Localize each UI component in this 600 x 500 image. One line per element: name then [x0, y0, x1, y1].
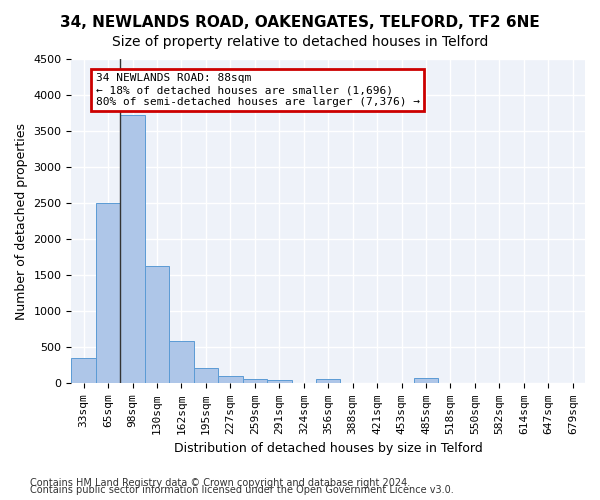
Bar — [121, 115, 145, 384]
Bar — [71, 358, 96, 384]
Text: Contains HM Land Registry data © Crown copyright and database right 2024.: Contains HM Land Registry data © Crown c… — [30, 478, 410, 488]
Bar — [316, 379, 340, 384]
Bar — [218, 376, 242, 384]
Bar — [145, 266, 169, 384]
Y-axis label: Number of detached properties: Number of detached properties — [15, 122, 28, 320]
Text: Size of property relative to detached houses in Telford: Size of property relative to detached ho… — [112, 35, 488, 49]
Bar — [267, 380, 292, 384]
Text: Contains public sector information licensed under the Open Government Licence v3: Contains public sector information licen… — [30, 485, 454, 495]
Text: 34 NEWLANDS ROAD: 88sqm
← 18% of detached houses are smaller (1,696)
80% of semi: 34 NEWLANDS ROAD: 88sqm ← 18% of detache… — [96, 74, 420, 106]
Bar — [96, 203, 121, 384]
Bar — [242, 379, 267, 384]
X-axis label: Distribution of detached houses by size in Telford: Distribution of detached houses by size … — [174, 442, 482, 455]
Text: 34, NEWLANDS ROAD, OAKENGATES, TELFORD, TF2 6NE: 34, NEWLANDS ROAD, OAKENGATES, TELFORD, … — [60, 15, 540, 30]
Bar — [194, 368, 218, 384]
Bar — [169, 341, 194, 384]
Bar — [414, 378, 438, 384]
